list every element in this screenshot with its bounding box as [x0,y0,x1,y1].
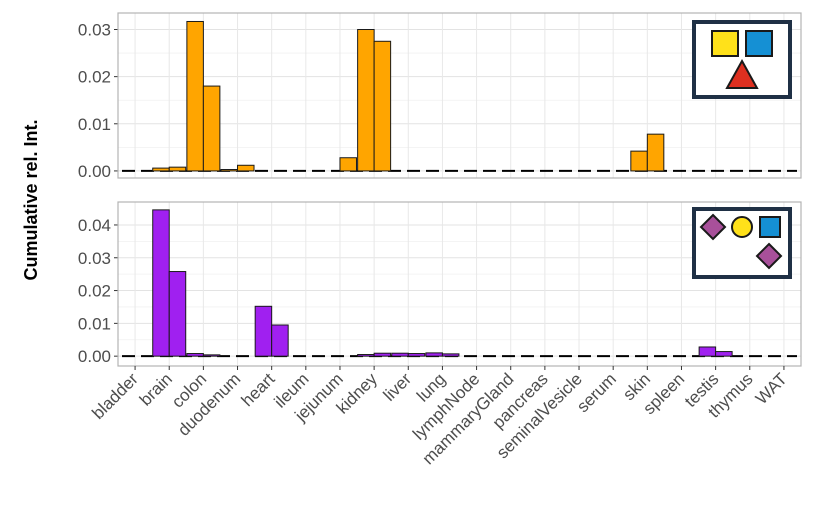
bar-brain-2 [168,166,187,172]
panel-2: 0.00 0.01 0.02 0.03 0.04 [78,201,802,367]
bar-testis-2 [715,351,733,357]
y-tick-label: 0.03 [78,249,111,268]
bar-jejunum-2 [339,157,357,172]
bar-liver-1 [391,352,409,357]
bar-skin-2 [646,133,665,172]
x-tick-label-liver: liver [380,369,416,405]
bar-kidney-2 [373,40,392,172]
panel-border [117,201,802,367]
blue-square-icon [759,216,781,238]
y-tick-label: 0.02 [78,68,111,87]
bar-testis-1 [698,346,717,357]
bar-kidney-1 [357,29,375,172]
x-tick-label-brain: brain [136,369,176,409]
bar-heart-2 [271,324,289,357]
y-tick-label: 0.03 [78,21,111,40]
bar-heart-1 [254,305,273,357]
blue-square-icon [745,30,773,57]
bar-skin-1 [630,150,648,172]
yellow-circle-icon [731,216,753,238]
bar-brain-2 [168,271,187,357]
y-tick-label: 0.01 [78,314,111,333]
bar-colon-2 [202,85,221,172]
bar-liver-2 [407,353,426,357]
bar-colon-1 [186,353,204,357]
y-tick-label: 0.00 [78,162,111,181]
x-tick-label-bladder: bladder [88,369,142,423]
bar-duodenum-1 [220,169,239,172]
bar-brain-1 [152,209,170,357]
y-axis-label: Cumulative rel. Int. [21,119,41,280]
bar-brain-1 [152,167,170,172]
panel-1: 0.00 0.01 0.02 0.03 [78,12,802,181]
y-tick-label: 0.01 [78,115,111,134]
x-tick-label-serum: serum [573,369,620,416]
y-tick-label: 0.04 [78,216,111,235]
yellow-square-icon [711,30,739,57]
legend-box-bottom [692,207,792,279]
bar-duodenum-2 [237,164,255,172]
x-tick-label-heart: heart [238,369,279,410]
purple-diamond-icon [699,213,727,241]
y-tick-label: 0.00 [78,347,111,366]
x-tick-label-WAT: WAT [752,369,791,408]
bar-colon-1 [186,20,204,172]
bar-kidney-1 [357,354,375,357]
purple-diamond-icon [755,242,783,270]
panel-border [117,12,802,179]
bar-kidney-2 [373,352,392,357]
bar-lung-1 [425,352,443,357]
red-triangle-icon [725,58,759,89]
y-tick-label: 0.02 [78,282,111,301]
bar-lung-2 [441,353,460,357]
bar-colon-2 [202,354,221,357]
legend-box-top [692,20,792,99]
